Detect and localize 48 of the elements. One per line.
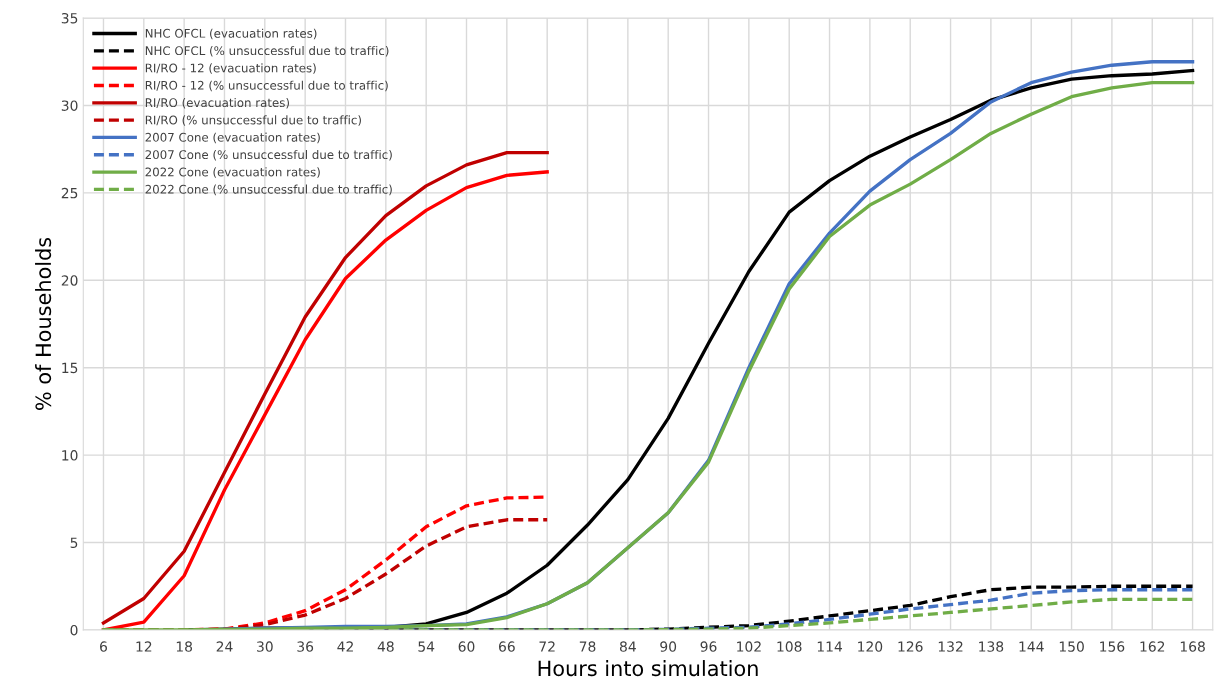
legend-label: RI/RO (evacuation rates) — [145, 97, 289, 109]
x-tick-label: 78 — [579, 641, 596, 652]
y-axis-title: % of Households — [35, 237, 52, 410]
x-tick-label: 150 — [1059, 641, 1084, 652]
y-tick-label: 25 — [61, 187, 78, 199]
y-tick-label: 0 — [70, 624, 78, 636]
x-tick-label: 96 — [700, 641, 717, 652]
legend-label: RI/RO (% unsuccessful due to traffic) — [145, 115, 361, 126]
legend-label: RI/RO - 12 (% unsuccessful due to traffic) — [145, 80, 388, 92]
x-tick-label: 42 — [337, 641, 353, 652]
y-tick-label: 20 — [61, 275, 78, 286]
x-tick-label: 12 — [136, 641, 152, 652]
x-tick-label: 102 — [737, 641, 761, 652]
x-tick-label: 156 — [1100, 641, 1125, 652]
x-tick-label: 48 — [377, 641, 394, 652]
x-tick-label: 54 — [418, 641, 435, 652]
legend-label: NHC OFCL (% unsuccessful due to traffic) — [145, 45, 389, 57]
x-tick-label: 120 — [858, 641, 883, 652]
x-tick-label: 60 — [458, 641, 475, 652]
legend-label: 2007 Cone (evacuation rates) — [145, 132, 320, 144]
x-tick-label: 114 — [817, 641, 843, 652]
x-tick-label: 36 — [297, 641, 314, 652]
x-tick-label: 18 — [176, 641, 193, 652]
x-tick-label: 126 — [898, 641, 923, 652]
x-tick-label: 72 — [539, 641, 555, 652]
x-tick-label: 144 — [1019, 641, 1044, 652]
legend-label: 2022 Cone (% unsuccessful due to traffic) — [145, 184, 392, 196]
legend-label: NHC OFCL (evacuation rates) — [145, 28, 317, 40]
x-tick-label: 90 — [660, 641, 677, 652]
legend-label: 2007 Cone (% unsuccessful due to traffic) — [145, 149, 392, 161]
x-tick-label: 168 — [1180, 641, 1205, 652]
x-tick-label: 6 — [100, 641, 108, 652]
x-tick-label: 138 — [979, 641, 1004, 652]
x-axis-title: Hours into simulation — [538, 660, 758, 677]
y-tick-label: 30 — [61, 100, 78, 111]
x-tick-label: 30 — [257, 641, 273, 652]
legend-label: RI/RO - 12 (evacuation rates) — [145, 63, 316, 74]
x-tick-label: 108 — [777, 641, 802, 652]
y-tick-label: 35 — [61, 12, 78, 24]
legend-label: 2022 Cone (evacuation rates) — [145, 167, 320, 178]
x-tick-label: 162 — [1140, 641, 1165, 652]
x-tick-label: 24 — [216, 641, 233, 652]
x-tick-label: 132 — [938, 641, 963, 652]
x-tick-label: 66 — [498, 641, 515, 652]
x-tick-label: 84 — [619, 641, 636, 652]
y-tick-label: 5 — [70, 537, 78, 548]
y-tick-label: 10 — [62, 450, 78, 461]
y-tick-label: 15 — [62, 362, 78, 374]
